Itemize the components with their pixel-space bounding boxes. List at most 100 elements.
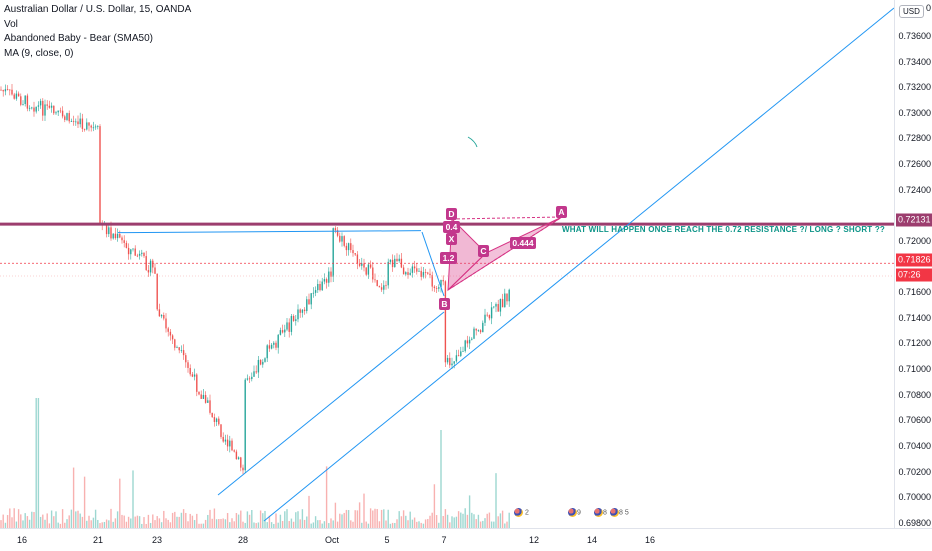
event-marker-3[interactable]: 8 xyxy=(594,508,607,517)
vol-indicator-label[interactable]: Vol xyxy=(4,18,18,30)
candle-body xyxy=(486,314,488,316)
pattern-ratio-1-2[interactable]: 1.2 xyxy=(440,252,457,264)
volume-bar xyxy=(33,512,35,528)
pattern-ratio-0-444[interactable]: 0.444 xyxy=(510,237,536,249)
candle-body xyxy=(383,285,385,290)
harmonic-pattern[interactable] xyxy=(447,216,563,292)
volume-bar xyxy=(174,511,176,528)
candle-body xyxy=(466,340,469,344)
candle-body xyxy=(24,95,26,105)
volume-bar xyxy=(279,514,282,528)
chart-area[interactable]: Australian Dollar / U.S. Dollar, 15, OAN… xyxy=(0,0,894,528)
candle-body xyxy=(292,316,295,321)
volume-bar xyxy=(22,520,24,528)
candle-body xyxy=(28,107,31,109)
chart-annotation-text[interactable]: WHAT WILL HAPPEN ONCE REACH THE 0.72 RES… xyxy=(562,225,885,234)
volume-bar xyxy=(427,518,429,528)
candle-body xyxy=(48,105,51,108)
candle-body xyxy=(468,339,471,344)
price-axis[interactable]: 0 USD 0.73600 0.73400 0.73200 0.73000 0.7280… xyxy=(894,0,932,528)
candle-body xyxy=(330,271,332,277)
pattern-label-c[interactable]: C xyxy=(478,245,489,257)
chart-legend: Australian Dollar / U.S. Dollar, 15, OAN… xyxy=(4,3,191,61)
candle-body xyxy=(110,227,112,239)
candle-body xyxy=(4,89,7,92)
candle-body xyxy=(61,110,64,117)
candle-body xyxy=(108,227,110,235)
candle-body xyxy=(123,240,125,243)
volume-bar xyxy=(343,512,345,528)
candle-body xyxy=(413,266,416,269)
volume-bar xyxy=(44,519,46,528)
candle-body xyxy=(185,355,187,363)
pattern-label-b[interactable]: B xyxy=(439,298,450,310)
volume-bar xyxy=(385,520,387,528)
volume-bar xyxy=(233,521,235,528)
volume-bar xyxy=(231,518,233,528)
ma-indicator-label[interactable]: MA (9, close, 0) xyxy=(4,47,74,59)
candle-body xyxy=(356,254,359,264)
event-marker-1[interactable]: 2 xyxy=(514,508,529,517)
volume-bar xyxy=(330,518,332,528)
candle-body xyxy=(112,233,114,239)
currency-badge[interactable]: USD xyxy=(899,5,924,18)
candle-body xyxy=(187,362,189,368)
volume-bar xyxy=(39,516,42,528)
candle-body xyxy=(394,258,396,268)
volume-bar xyxy=(490,521,493,528)
event-marker-2[interactable]: 9 xyxy=(568,508,581,517)
volume-bar xyxy=(246,511,249,528)
volume-bar xyxy=(154,520,156,528)
volume-bar xyxy=(323,521,326,528)
pattern-label-x[interactable]: X xyxy=(446,233,457,245)
abandoned-baby-indicator-label[interactable]: Abandoned Baby - Bear (SMA50) xyxy=(4,33,153,44)
pattern-ratio-0-4[interactable]: 0.4 xyxy=(443,221,460,233)
price-tick-label: 0.73600 xyxy=(898,30,931,41)
candle-body xyxy=(90,125,92,128)
volume-bar xyxy=(156,516,158,528)
symbol-title[interactable]: Australian Dollar / U.S. Dollar, 15, OAN… xyxy=(4,4,192,15)
volume-bar xyxy=(372,510,374,528)
volume-bar xyxy=(229,522,231,528)
candle-body xyxy=(372,267,374,280)
candle-body xyxy=(464,340,466,352)
candle-body xyxy=(75,121,77,123)
candle-body xyxy=(174,339,176,348)
pattern-label-d[interactable]: D xyxy=(446,208,457,220)
volume-bar xyxy=(369,508,372,528)
volume-bar xyxy=(277,522,279,528)
volume-bar xyxy=(292,521,295,528)
time-axis[interactable]: 16 21 23 28 Oct 5 7 12 14 16 xyxy=(0,528,932,551)
volume-bar xyxy=(83,476,86,528)
volume-bar xyxy=(103,521,106,528)
freehand-mark xyxy=(467,136,478,148)
candle-body xyxy=(490,307,493,319)
volume-bar xyxy=(213,508,216,528)
candle-body xyxy=(442,279,444,282)
candle-body xyxy=(220,424,222,437)
chart-canvas[interactable] xyxy=(0,0,894,528)
volume-bar xyxy=(116,511,119,528)
volume-bar xyxy=(37,398,40,528)
volume-bar xyxy=(187,521,189,528)
event-marker-4[interactable]: 8 5 xyxy=(610,508,629,517)
candle-body xyxy=(420,270,422,277)
candle-body xyxy=(233,450,235,452)
candle-body xyxy=(136,255,139,257)
volume-bar xyxy=(66,519,68,528)
volume-bar xyxy=(158,518,161,528)
volume-bar xyxy=(235,513,238,528)
volume-bar xyxy=(185,512,187,528)
candle-body xyxy=(127,247,130,255)
volume-bar xyxy=(202,523,205,528)
pattern-label-a[interactable]: A xyxy=(556,206,567,218)
candle-body xyxy=(341,236,343,242)
candle-body xyxy=(343,236,345,246)
volume-bar xyxy=(266,522,268,528)
price-tick-label: 0.72000 xyxy=(898,235,931,246)
volume-bar xyxy=(444,509,447,528)
volume-bar xyxy=(17,509,20,528)
volume-bar xyxy=(0,520,2,528)
volume-bar xyxy=(167,519,169,528)
volume-bar xyxy=(176,516,178,528)
